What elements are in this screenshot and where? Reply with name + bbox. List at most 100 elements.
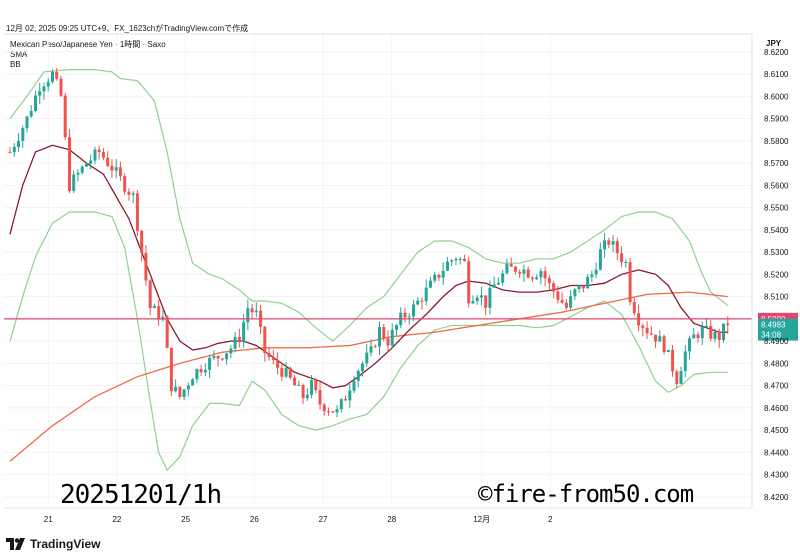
last-price-label: 8.4983 [761, 321, 786, 330]
candle-body [586, 276, 590, 289]
candle-body [390, 329, 394, 346]
candle-body [148, 280, 152, 309]
x-tick-label: 28 [387, 515, 396, 524]
candle-body [216, 356, 220, 359]
y-tick-label: 8.5800 [764, 137, 789, 146]
candle-body [705, 325, 708, 327]
candle-body [513, 266, 517, 272]
candle-body [331, 411, 335, 413]
candle-body [509, 263, 513, 267]
candle-body [314, 380, 318, 391]
candle-body [297, 385, 301, 386]
date-watermark: 20251201/1h [60, 480, 222, 510]
snapshot-header: 12月 02, 2025 09:25 UTC+9、FX_1623chがTradi… [6, 24, 249, 33]
candle-body [225, 353, 229, 360]
candle-body [174, 386, 178, 392]
candle-body [611, 241, 615, 245]
site-watermark: ©fire-from50.com [478, 480, 694, 508]
candle-body [123, 176, 127, 192]
candle-body [254, 310, 258, 313]
candle-body [496, 282, 500, 285]
candle-body [484, 295, 488, 308]
candle-body [475, 297, 479, 301]
candle-body [93, 149, 97, 161]
x-tick-label: 12月 [473, 515, 490, 524]
tradingview-logo[interactable]: TradingView [6, 536, 100, 552]
chart-legend: Mexican Peso/Japanese Yen · 1時間 · Saxo S… [10, 40, 166, 70]
candle-body [492, 284, 496, 288]
candle-body [80, 166, 84, 173]
candle-body [186, 385, 190, 390]
candle-body [51, 71, 54, 82]
candle-body [675, 371, 679, 385]
candle-body [135, 193, 139, 231]
candle-body [518, 271, 522, 274]
grid [4, 34, 752, 508]
y-tick-label: 8.6100 [764, 70, 789, 79]
x-tick-label: 27 [319, 515, 328, 524]
candle-body [577, 285, 581, 290]
candle-body [195, 369, 199, 380]
candle-body [620, 253, 624, 262]
y-tick-label: 8.5100 [764, 293, 789, 302]
y-tick-label: 8.4200 [764, 493, 789, 502]
candle-body [339, 399, 343, 410]
candle-body [55, 71, 59, 79]
candle-body [437, 274, 441, 278]
candle-body [165, 316, 169, 348]
candle-body [403, 312, 407, 318]
candle-body [386, 338, 390, 346]
candle-body [191, 379, 195, 386]
candle-body [688, 338, 691, 352]
candle-body [242, 322, 246, 342]
y-tick-label: 8.5600 [764, 181, 789, 190]
candle-body [628, 262, 632, 302]
candle-body [488, 287, 492, 308]
y-tick-label: 8.5700 [764, 159, 789, 168]
candle-body [598, 249, 602, 270]
y-tick-label: 8.5500 [764, 204, 789, 213]
candle-body [131, 193, 135, 195]
candle-body [671, 350, 675, 372]
candle-body [709, 325, 713, 339]
bb-upper-line [9, 69, 729, 342]
tradingview-logo-icon [6, 538, 25, 550]
candle-body [305, 394, 309, 399]
candle-body [8, 151, 12, 153]
candle-body [263, 326, 267, 354]
candle-body [46, 81, 50, 87]
candle-body [539, 271, 543, 278]
x-tick-label: 22 [112, 515, 121, 524]
axes: 8.6200 8.6100 8.6000 8.5900 8.5800 8.5700 8.56… [4, 33, 789, 524]
candle-body [395, 325, 398, 330]
candle-body [446, 261, 449, 271]
candle-body [101, 152, 105, 158]
candle-body [441, 270, 445, 278]
candle-body [590, 274, 594, 277]
y-tick-label: 8.5200 [764, 270, 789, 279]
candle-body [683, 351, 687, 371]
candle-body [42, 86, 46, 92]
candle-body [38, 91, 42, 96]
symbol-legend: Mexican Peso/Japanese Yen · 1時間 · Saxo [10, 40, 166, 49]
candle-body [569, 296, 573, 308]
candle-body [114, 167, 118, 171]
candle-body [424, 287, 428, 302]
candle-body [467, 261, 471, 304]
candle-body [556, 291, 560, 300]
candle-body [208, 357, 212, 370]
sma-lines [9, 144, 728, 462]
candle-body [335, 409, 339, 413]
candle-body [641, 325, 645, 328]
candle-body [573, 289, 577, 297]
sma-fast-line [9, 144, 728, 389]
candle-body [416, 300, 420, 305]
candle-body [276, 360, 280, 368]
candle-body [271, 357, 275, 361]
candle-body [726, 323, 730, 326]
candle-body [161, 316, 165, 320]
candle-body [288, 367, 292, 378]
bb-legend: BB [10, 60, 21, 69]
